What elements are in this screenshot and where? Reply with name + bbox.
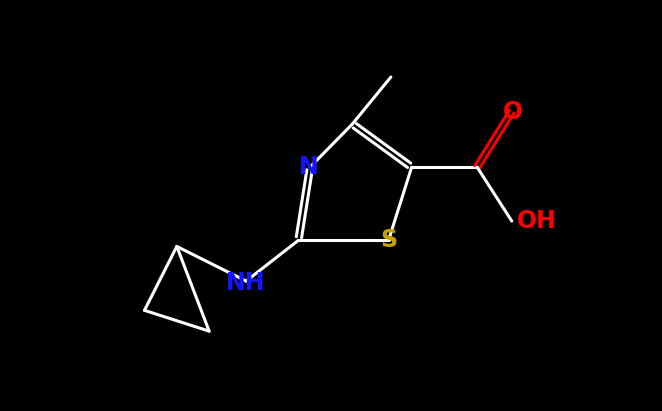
Text: NH: NH: [226, 270, 266, 295]
Text: S: S: [380, 228, 397, 252]
Text: O: O: [503, 100, 524, 124]
Text: OH: OH: [516, 209, 556, 233]
Text: N: N: [299, 155, 318, 179]
